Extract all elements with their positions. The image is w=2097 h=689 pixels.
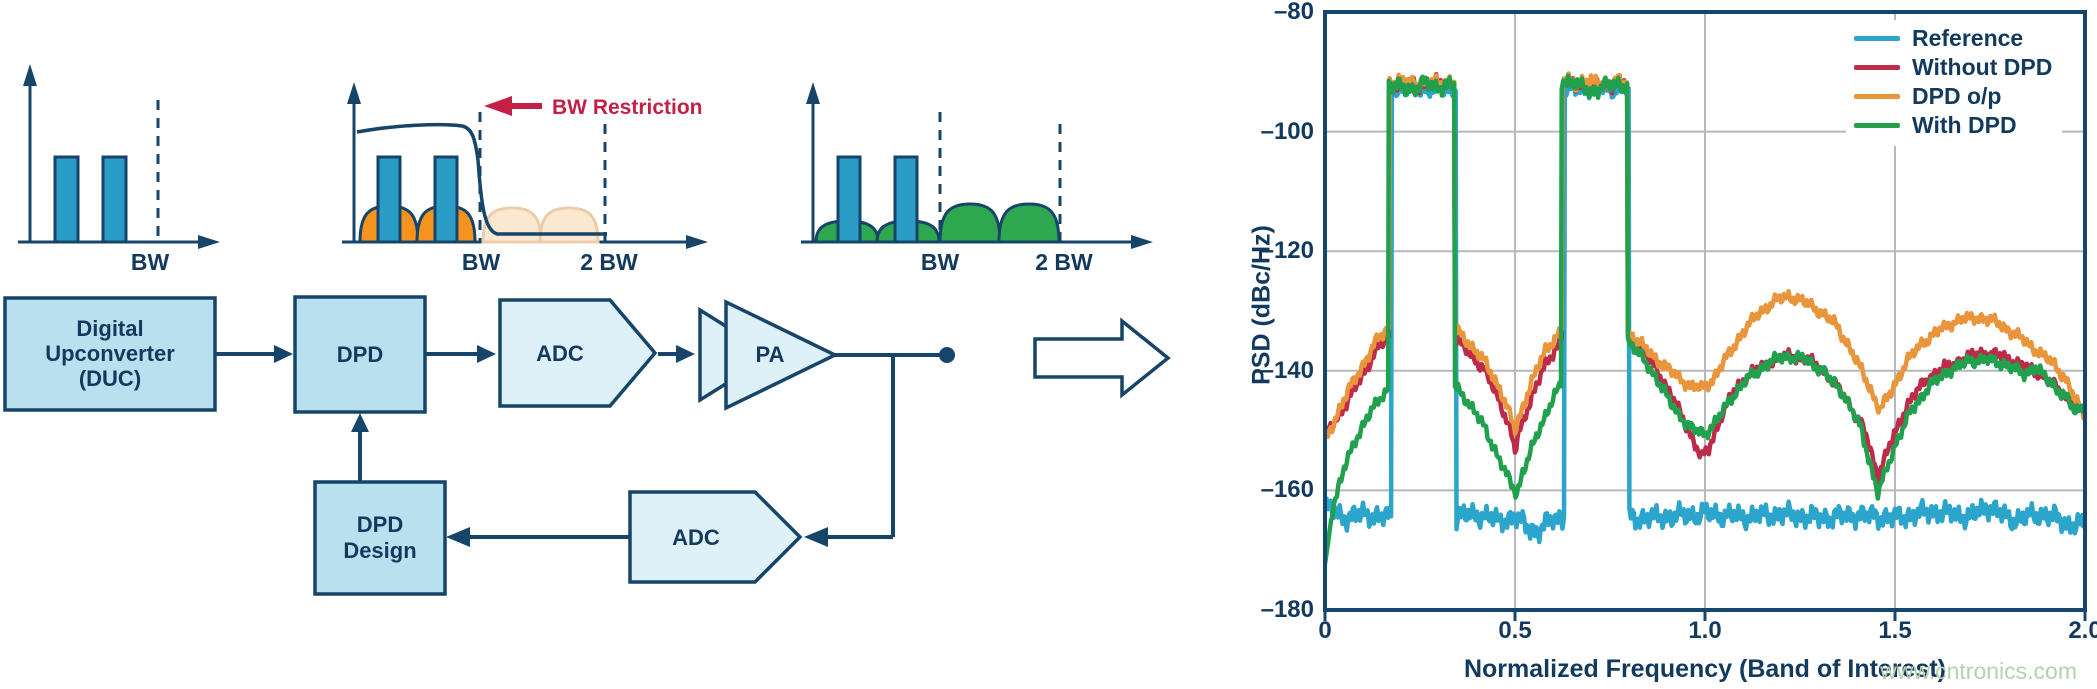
pa-label: PA — [756, 342, 785, 367]
x-tick-label: 1.5 — [1878, 617, 1912, 644]
duc-block — [3, 296, 217, 412]
signal-bar — [376, 155, 402, 244]
legend-item-with-dpd: With DPD — [1854, 111, 2052, 140]
legend: Reference Without DPD DPD o/p With DPD — [1846, 20, 2063, 146]
up-arrow-icon — [806, 82, 820, 104]
y-tick-label: –160 — [1260, 476, 1314, 504]
adc-forward-label: ADC — [536, 341, 584, 366]
imd-hump-green — [938, 202, 1002, 244]
feedback-path: ADC DPD Design — [313, 355, 895, 596]
right-arrow-icon — [686, 235, 708, 249]
bw-label: BW — [131, 249, 170, 275]
two-bw-label: 2 BW — [1035, 249, 1093, 275]
flow-arrow-icon — [676, 345, 695, 363]
imd-hump-green — [997, 202, 1061, 244]
x-tick-label: 0 — [1318, 617, 1332, 644]
result-arrow-icon — [1033, 317, 1171, 399]
flow-arrow-icon — [351, 413, 369, 432]
bw-label: BW — [462, 249, 501, 275]
legend-label: Without DPD — [1912, 54, 2053, 80]
bw-restriction-label: BW Restriction — [552, 96, 703, 119]
legend-swatch-icon — [1854, 36, 1900, 41]
y-tick-label: –120 — [1260, 237, 1314, 265]
up-arrow-icon — [23, 64, 37, 86]
dpd-block — [293, 295, 427, 414]
legend-item-without-dpd: Without DPD — [1854, 53, 2052, 82]
duc-label-line1: Digital — [76, 316, 143, 341]
right-arrow-icon — [198, 235, 220, 249]
x-axis-title: Normalized Frequency (Band of Interest) — [1463, 655, 1947, 683]
x-tick-label: 1.0 — [1688, 617, 1722, 644]
block-diagram: BW BW Restriction BW 2 BW — [3, 64, 1171, 596]
legend-item-reference: Reference — [1854, 24, 2052, 53]
duc-label-line2: Upconverter — [45, 341, 175, 366]
duc-label-line3: (DUC) — [79, 366, 141, 391]
series-reference — [1325, 77, 2085, 545]
y-tick-label: –80 — [1273, 0, 1314, 25]
dpd-design-label-line1: DPD — [357, 512, 403, 537]
legend-swatch-icon — [1854, 123, 1900, 128]
flow-arrow-icon — [477, 345, 496, 363]
signal-bar — [53, 155, 80, 244]
left-arrow-icon — [484, 96, 512, 116]
output-node — [939, 347, 955, 363]
adc-feedback-block — [628, 490, 803, 584]
legend-label: With DPD — [1912, 112, 2017, 138]
x-tick-label: 2.0 — [2068, 617, 2097, 644]
legend-swatch-icon — [1854, 94, 1900, 99]
legend-label: DPD o/p — [1912, 83, 2002, 109]
adc-feedback-label: ADC — [672, 525, 720, 550]
dpd-label: DPD — [337, 342, 383, 367]
legend-item-dpd-o-p: DPD o/p — [1854, 82, 2052, 111]
right-arrow-icon — [1131, 235, 1153, 249]
spectrum-sketch-output: BW 2 BW — [801, 82, 1153, 275]
legend-swatch-icon — [1854, 65, 1900, 70]
signal-bar — [101, 155, 128, 244]
up-arrow-icon — [347, 82, 361, 104]
x-tick-label: 0.5 — [1498, 617, 1532, 644]
dpd-design-label-line2: Design — [343, 538, 416, 563]
flow-arrow-icon — [804, 527, 828, 547]
signal-chain: Digital Upconverter (DUC) DPD ADC PA — [3, 295, 955, 414]
flow-arrow-icon — [446, 527, 470, 547]
y-tick-label: –140 — [1260, 356, 1314, 384]
flow-arrow-icon — [274, 345, 293, 363]
signal-bar — [433, 155, 459, 244]
pa-triangle — [724, 299, 840, 411]
two-bw-label: 2 BW — [580, 249, 638, 275]
signal-bar — [893, 155, 919, 244]
psd-plot-area — [1323, 10, 2087, 621]
legend-label: Reference — [1912, 25, 2024, 51]
filter-response-curve — [356, 122, 607, 236]
adc-forward-block — [498, 298, 658, 408]
dpd-design-block — [313, 480, 447, 596]
bw-label: BW — [921, 249, 960, 275]
psd-chart: PSD (dBc/Hz) Normalized Frequency (Band … — [1240, 0, 2097, 689]
y-tick-label: –180 — [1260, 596, 1314, 623]
suppressed-hump — [538, 206, 600, 244]
signal-bar — [836, 155, 862, 244]
series-with-dpd — [1325, 73, 2085, 567]
watermark: www.cntronics.com — [1880, 658, 2077, 684]
spectrum-sketch-input: BW — [18, 64, 220, 275]
plot-border — [1323, 10, 2087, 612]
y-tick-label: –100 — [1260, 117, 1314, 145]
spectrum-sketch-dpd: BW Restriction BW 2 BW — [342, 82, 708, 275]
suppressed-hump — [481, 206, 543, 244]
